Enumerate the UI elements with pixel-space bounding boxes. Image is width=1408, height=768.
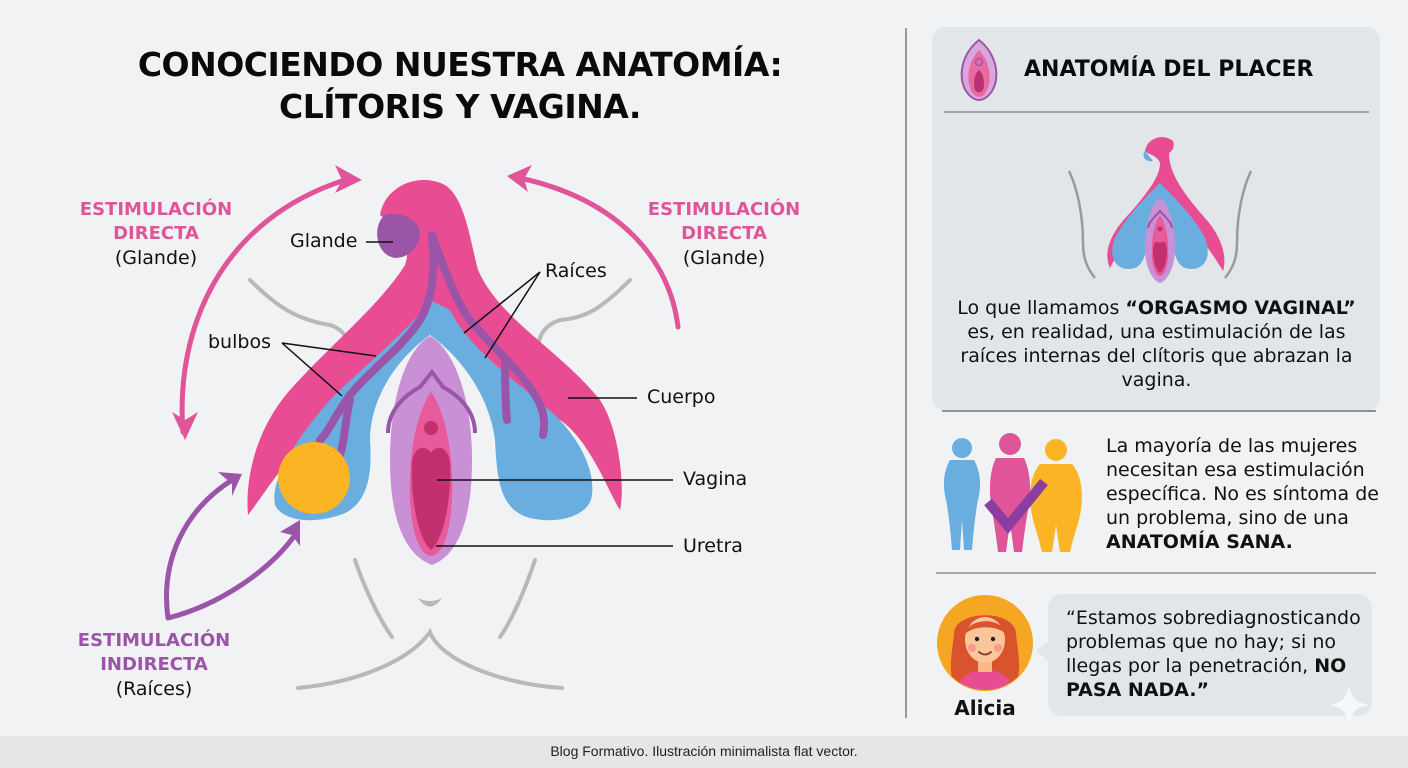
- stim-indirect-line2: INDIRECTA: [100, 654, 208, 675]
- quote-text-bold: NO PASA NADA.”: [1066, 655, 1347, 701]
- footer-caption: Blog Formativo. Ilustración minimalista …: [550, 743, 858, 759]
- label-glande: Glande: [290, 230, 358, 252]
- title-line-2: CLÍTORIS Y VAGINA.: [279, 87, 641, 126]
- body-outline: [248, 278, 632, 690]
- label-uretra: Uretra: [683, 535, 743, 557]
- stim-left-sub: (Glande): [114, 247, 198, 269]
- stat-text-pre: La mayoría de las mujeres necesitan esa …: [1106, 435, 1379, 529]
- indirect-arrows: [164, 477, 298, 621]
- stim-left-line2: DIRECTA: [113, 223, 199, 244]
- stimulation-direct-right: ESTIMULACIÓN DIRECTA (Glande): [640, 198, 808, 270]
- bulbs-shape: [274, 300, 593, 521]
- page-title: CONOCIENDO NUESTRA ANATOMÍA: CLÍTORIS Y …: [100, 44, 820, 128]
- card-text-bold: “ORGASMO VAGINAL”: [1125, 297, 1356, 319]
- women-check-icon: [943, 433, 1082, 552]
- card-description: Lo que llamamos “ORGASMO VAGINAL” es, en…: [944, 296, 1369, 392]
- urethra-opening: [424, 421, 438, 435]
- indirect-arrowhead-1: [218, 472, 242, 496]
- title-line-1: CONOCIENDO NUESTRA ANATOMÍA:: [137, 45, 783, 84]
- roots-shape: [316, 231, 548, 459]
- stat-rule: [936, 572, 1376, 574]
- stim-right-line2: DIRECTA: [681, 223, 767, 244]
- bubble-tail: [1036, 640, 1050, 662]
- direct-arrow-left: [172, 165, 362, 440]
- avatar: [937, 595, 1033, 691]
- anatomy-diagram: [164, 165, 681, 690]
- card-text-post: es, en realidad, una estimulación de las…: [960, 321, 1353, 391]
- card-text-pre: Lo que llamamos: [957, 297, 1126, 319]
- labia-outline: [386, 368, 477, 434]
- vulva-icon: [960, 38, 998, 102]
- label-raices: Raíces: [545, 260, 607, 282]
- glande-shape: [377, 213, 420, 258]
- stim-right-line1: ESTIMULACIÓN: [647, 199, 801, 220]
- quote-text-pre: “Estamos sobrediagnosticando problemas q…: [1066, 607, 1361, 677]
- label-vagina: Vagina: [683, 468, 748, 490]
- stim-indirect-line1: ESTIMULACIÓN: [77, 630, 231, 651]
- label-cuerpo: Cuerpo: [647, 386, 716, 408]
- mini-anatomy-icon: [1067, 137, 1253, 283]
- card-title-rule: [944, 111, 1369, 113]
- avatar-name: Alicia: [954, 696, 1016, 720]
- label-bulbos: bulbos: [208, 331, 271, 353]
- stimulation-indirect: ESTIMULACIÓN INDIRECTA (Raíces): [70, 629, 238, 701]
- sparkle-icon: [1328, 684, 1370, 726]
- stim-left-line1: ESTIMULACIÓN: [79, 199, 233, 220]
- indirect-arrowhead-2: [280, 520, 300, 546]
- label-leaders: [281, 241, 673, 547]
- stimulation-direct-left: ESTIMULACIÓN DIRECTA (Glande): [72, 198, 240, 270]
- column-divider: [905, 28, 907, 718]
- anus-mark: [418, 598, 442, 607]
- stat-description: La mayoría de las mujeres necesitan esa …: [1106, 434, 1396, 554]
- footer-bar: [0, 736, 1408, 768]
- quote-bubble: [1048, 594, 1372, 716]
- stim-indirect-sub: (Raíces): [115, 678, 193, 700]
- card-title: ANATOMÍA DEL PLACER: [1024, 57, 1314, 82]
- highlight-circle: [278, 442, 350, 514]
- vagina-opening: [411, 447, 451, 550]
- card-bottom-rule: [942, 410, 1376, 412]
- direct-arrow-right: [507, 165, 681, 330]
- stat-text-bold: ANATOMÍA SANA.: [1106, 531, 1293, 553]
- stim-right-sub: (Glande): [682, 247, 766, 269]
- quote-text: “Estamos sobrediagnosticando problemas q…: [1066, 606, 1366, 702]
